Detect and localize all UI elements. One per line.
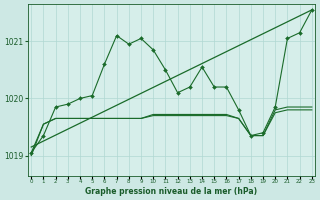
X-axis label: Graphe pression niveau de la mer (hPa): Graphe pression niveau de la mer (hPa) <box>85 187 258 196</box>
